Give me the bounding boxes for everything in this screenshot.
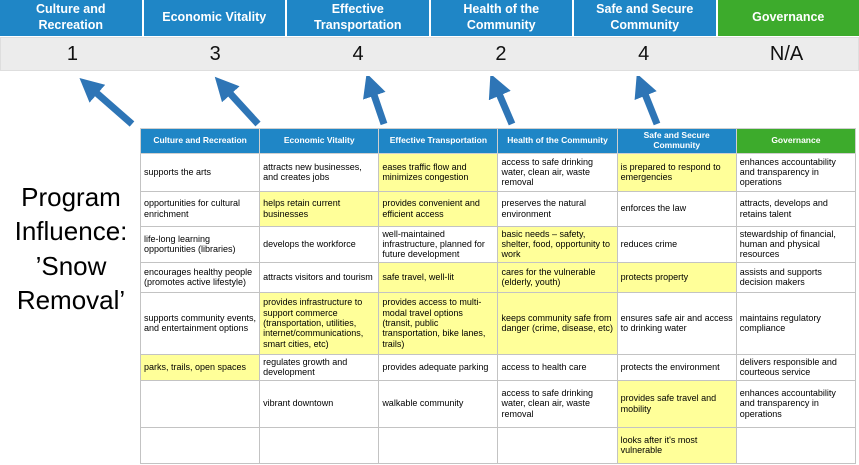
arrows-layer — [79, 76, 661, 127]
matrix-header: Culture and Recreation Economic Vitality E… — [139, 128, 857, 154]
score-governance: N/A — [769, 42, 804, 65]
matrix-cell-r2-c4: preserves the natural environment — [497, 190, 618, 227]
matrix-cell-r5-c3: provides access to multi-modal travel op… — [378, 291, 499, 355]
up-arrow-icon — [214, 76, 261, 127]
matrix-cell-r8-c2 — [259, 426, 380, 464]
matrix-cell-r5-c5: ensures safe air and access to drinking … — [616, 291, 737, 355]
pillar-header-health-of-the-community: Health of the Community — [430, 0, 572, 36]
matrix-cell-r5-c2: provides infrastructure to support comme… — [259, 291, 380, 355]
matrix-cell-r7-c2: vibrant downtown — [259, 379, 380, 428]
matrix-cell-r5-c6: maintains regulatory compliance — [735, 291, 857, 355]
pillar-header-row: Culture and Recreation Economic Vitality E… — [0, 0, 859, 36]
matrix-cell-r5-c1: supports community events, and entertain… — [139, 291, 261, 355]
score-effective-transportation: 4 — [352, 42, 364, 65]
matrix-header-safe-and-secure-community: Safe and Secure Community — [616, 128, 737, 154]
score-economic-vitality: 3 — [209, 42, 221, 65]
matrix-cell-r1-c2: attracts new businesses, and creates job… — [259, 152, 380, 192]
pillar-header-safe-and-secure-community: Safe and Secure Community — [574, 0, 716, 36]
matrix-cell-r2-c1: opportunities for cultural enrichment — [139, 190, 261, 227]
matrix-cell-r1-c4: access to safe drinking water, clean air… — [497, 152, 618, 192]
matrix-cell-r1-c1: supports the arts — [139, 152, 261, 192]
matrix-cell-r2-c3: provides convenient and efficient access — [378, 190, 499, 227]
up-arrow-icon — [363, 76, 388, 126]
matrix-cell-r5-c4: keeps community safe from danger (crime,… — [497, 291, 618, 355]
score-culture-and-recreation: 1 — [66, 42, 78, 65]
matrix-header-culture-and-recreation: Culture and Recreation — [139, 128, 261, 154]
up-arrow-icon — [79, 78, 135, 127]
matrix-cell-r1-c5: is prepared to respond to emergencies — [616, 152, 737, 192]
matrix-cell-r7-c6: enhances accountability and transparency… — [735, 379, 857, 428]
matrix-header-health-of-the-community: Health of the Community — [497, 128, 618, 154]
program-title: Program Influence: ’Snow Removal’ — [14, 182, 128, 315]
matrix-row-7: vibrant downtown walkable community access… — [139, 379, 857, 428]
matrix-cell-r7-c1 — [139, 379, 261, 428]
matrix-cell-r4-c3: safe travel, well-lit — [378, 261, 499, 293]
influence-matrix: Culture and Recreation Economic Vitality E… — [139, 128, 857, 464]
matrix-cell-r3-c1: life-long learning opportunities (librar… — [139, 225, 261, 263]
matrix-row-2: opportunities for cultural enrichment hel… — [139, 190, 857, 227]
score-health-of-the-community: 2 — [495, 42, 507, 65]
matrix-cell-r8-c3 — [378, 426, 499, 464]
matrix-cell-r4-c6: assists and supports decision makers — [735, 261, 857, 293]
matrix-row-3: life-long learning opportunities (librar… — [139, 225, 857, 263]
matrix-cell-r6-c6: delivers responsible and courteous servi… — [735, 353, 857, 381]
matrix-cell-r8-c5: looks after it's most vulnerable — [616, 426, 737, 464]
pillar-header-economic-vitality: Economic Vitality — [143, 0, 285, 36]
matrix-cell-r3-c5: reduces crime — [616, 225, 737, 263]
up-arrow-icon — [634, 76, 661, 126]
matrix-cell-r6-c4: access to health care — [497, 353, 618, 381]
matrix-cell-r3-c2: develops the workforce — [259, 225, 380, 263]
matrix-header-economic-vitality: Economic Vitality — [259, 128, 380, 154]
matrix-cell-r3-c3: well-maintained infrastructure, planned … — [378, 225, 499, 263]
matrix-cell-r4-c1: encourages healthy people (promotes acti… — [139, 261, 261, 293]
matrix-cell-r2-c5: enforces the law — [616, 190, 737, 227]
matrix-cell-r7-c4: access to safe drinking water, clean air… — [497, 379, 618, 428]
matrix-cell-r7-c3: walkable community — [378, 379, 499, 428]
up-arrow-icon — [488, 76, 516, 126]
matrix-cell-r6-c5: protects the environment — [616, 353, 737, 381]
matrix-cell-r3-c6: stewardship of financial, human and phys… — [735, 225, 857, 263]
matrix-cell-r4-c4: cares for the vulnerable (elderly, youth… — [497, 261, 618, 293]
pillar-header-effective-transportation: Effective Transportation — [287, 0, 429, 36]
pillar-header-culture-and-recreation: Culture and Recreation — [0, 0, 142, 36]
matrix-row-1: supports the arts attracts new businesses… — [139, 152, 857, 192]
matrix-cell-r7-c5: provides safe travel and mobility — [616, 379, 737, 428]
matrix-cell-r8-c1 — [139, 426, 261, 464]
matrix-header-governance: Governance — [735, 128, 857, 154]
matrix-cell-r6-c3: provides adequate parking — [378, 353, 499, 381]
matrix-cell-r3-c4: basic needs – safety, shelter, food, opp… — [497, 225, 618, 263]
matrix-cell-r1-c3: eases traffic flow and minimizes congest… — [378, 152, 499, 192]
score-safe-and-secure-community: 4 — [638, 42, 650, 65]
matrix-cell-r4-c5: protects property — [616, 261, 737, 293]
matrix-cell-r2-c2: helps retain current businesses — [259, 190, 380, 227]
matrix-cell-r1-c6: enhances accountability and transparency… — [735, 152, 857, 192]
matrix-cell-r8-c6 — [735, 426, 857, 464]
matrix-row-6: parks, trails, open spaces regulates grow… — [139, 353, 857, 381]
matrix-cell-r6-c2: regulates growth and development — [259, 353, 380, 381]
pillar-header-governance: Governance — [717, 0, 859, 36]
matrix-cell-r2-c6: attracts, develops and retains talent — [735, 190, 857, 227]
matrix-row-5: supports community events, and entertain… — [139, 291, 857, 355]
matrix-row-8: looks after it's most vulnerable — [139, 426, 857, 464]
matrix-cell-r8-c4 — [497, 426, 618, 464]
matrix-header-row: Culture and Recreation Economic Vitality E… — [139, 128, 857, 154]
matrix-cell-r4-c2: attracts visitors and tourism — [259, 261, 380, 293]
matrix-header-effective-transportation: Effective Transportation — [378, 128, 499, 154]
matrix-row-4: encourages healthy people (promotes acti… — [139, 261, 857, 293]
matrix-cell-r6-c1: parks, trails, open spaces — [139, 353, 261, 381]
matrix-body: supports the arts attracts new businesses… — [139, 152, 857, 464]
score-row: 1 3 4 2 4 N/A — [0, 37, 859, 71]
